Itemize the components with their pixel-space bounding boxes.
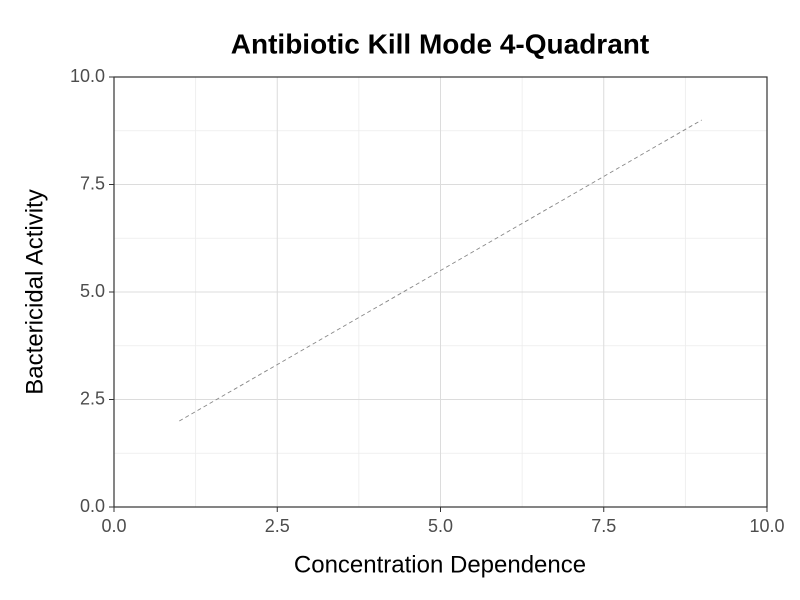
x-tick-label: 0.0: [101, 516, 126, 536]
y-axis-title: Bactericidal Activity: [21, 189, 48, 394]
y-tick-label: 7.5: [80, 173, 105, 193]
y-tick-label: 2.5: [80, 388, 105, 408]
x-tick-label: 7.5: [591, 516, 616, 536]
panel-border: [113, 76, 768, 508]
chart-title: Antibiotic Kill Mode 4-Quadrant: [231, 28, 649, 59]
y-tick-label: 5.0: [80, 281, 105, 301]
x-tick-label: 10.0: [749, 516, 784, 536]
line-series: [179, 119, 702, 422]
y-tick-label: 0.0: [80, 496, 105, 516]
x-tick-label: 2.5: [265, 516, 290, 536]
y-tick-label: 10.0: [70, 66, 105, 86]
x-axis-title: Concentration Dependence: [294, 551, 586, 578]
plot-area: [179, 119, 702, 422]
x-tick-label: 5.0: [428, 516, 453, 536]
